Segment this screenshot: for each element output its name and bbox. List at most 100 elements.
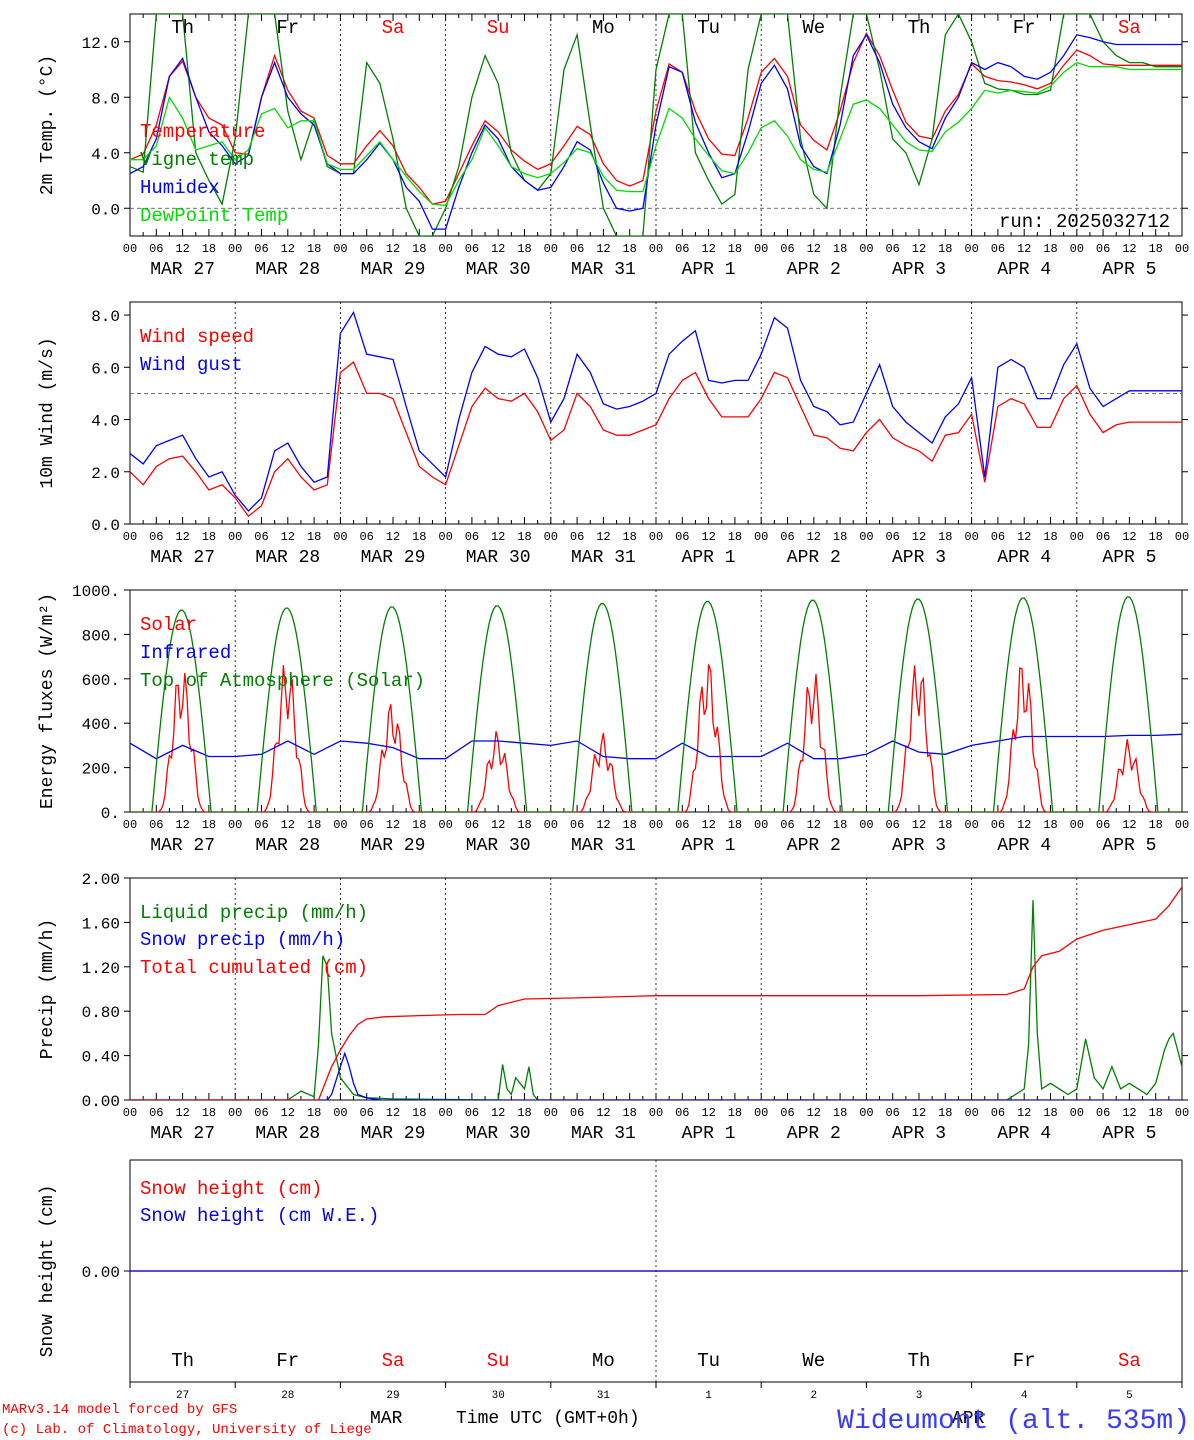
y-tick-label: 800. [82, 627, 120, 645]
hour-tick-label: 12 [281, 818, 295, 832]
day-abbr-label: Sa [1118, 1350, 1141, 1372]
legend-solar: Solar [140, 614, 197, 636]
legend-vigne-temp: Vigne temp [140, 149, 254, 171]
hour-tick-label: 00 [859, 530, 873, 544]
hour-tick-label: 18 [833, 530, 847, 544]
hour-tick-label: 18 [307, 242, 321, 256]
date-label: APR 5 [1102, 836, 1156, 856]
hour-tick-label: 06 [465, 242, 479, 256]
hour-tick-label: 06 [1096, 242, 1110, 256]
hour-tick-label: 12 [807, 1106, 821, 1120]
legend-wind-gust: Wind gust [140, 354, 243, 376]
hour-tick-label: 06 [149, 242, 163, 256]
hour-tick-label: 06 [885, 530, 899, 544]
hour-tick-label: 18 [202, 818, 216, 832]
y-tick-label: 8.0 [91, 90, 120, 108]
day-number-label: 30 [492, 1390, 505, 1402]
day-number-label: 27 [176, 1390, 189, 1402]
hour-tick-label: 18 [1043, 1106, 1057, 1120]
hour-tick-label: 18 [622, 242, 636, 256]
hour-tick-label: 18 [833, 818, 847, 832]
hour-tick-label: 18 [1043, 818, 1057, 832]
y-tick-label: 200. [82, 761, 120, 779]
hour-tick-label: 18 [202, 242, 216, 256]
day-abbr-label: Mo [592, 17, 615, 39]
hour-tick-label: 18 [1043, 530, 1057, 544]
hour-tick-label: 12 [1017, 818, 1031, 832]
hour-tick-label: 12 [596, 242, 610, 256]
hour-tick-label: 18 [938, 818, 952, 832]
hour-tick-label: 18 [938, 242, 952, 256]
hour-tick-label: 12 [175, 818, 189, 832]
hour-tick-label: 06 [570, 530, 584, 544]
day-number-label: 31 [597, 1390, 611, 1402]
day-abbr-label: Th [908, 1350, 931, 1372]
date-label: APR 1 [682, 836, 736, 856]
hour-tick-label: 12 [701, 1106, 715, 1120]
hour-tick-label: 06 [254, 1106, 268, 1120]
snow-panel: 0.00 Snow height (cm) Snow height (cm) S… [38, 1159, 1188, 1402]
hour-tick-label: 12 [281, 530, 295, 544]
hour-tick-label: 18 [938, 530, 952, 544]
date-label: APR 5 [1102, 260, 1156, 280]
precip-y-axis-label: Precip (mm/h) [38, 919, 58, 1059]
y-tick-label: 6.0 [91, 360, 120, 378]
hour-tick-label: 06 [465, 818, 479, 832]
hour-tick-label: 00 [544, 242, 558, 256]
day-abbr-label: We [802, 17, 825, 39]
hour-tick-label: 00 [754, 818, 768, 832]
date-label: MAR 27 [150, 260, 215, 280]
hour-tick-label: 18 [622, 1106, 636, 1120]
date-label: MAR 27 [150, 836, 215, 856]
hour-tick-label: 18 [1148, 1106, 1162, 1120]
hour-tick-label: 18 [728, 530, 742, 544]
hour-tick-label: 00 [333, 242, 347, 256]
hour-tick-label: 18 [1043, 242, 1057, 256]
date-label: MAR 28 [255, 260, 320, 280]
y-tick-label: 4.0 [91, 146, 120, 164]
hour-tick-label: 12 [1122, 818, 1136, 832]
hour-tick-label: 18 [833, 242, 847, 256]
hour-tick-label: 06 [359, 818, 373, 832]
legend-total-cumulated: Total cumulated (cm) [140, 957, 368, 979]
day-abbr-label: Tu [697, 1350, 720, 1372]
month-label-mar: MAR [370, 1409, 403, 1429]
date-label: MAR 29 [361, 548, 426, 568]
hour-tick-label: 06 [1096, 818, 1110, 832]
hour-tick-label: 06 [359, 530, 373, 544]
day-number-label: 4 [1021, 1390, 1028, 1402]
hour-tick-label: 18 [412, 818, 426, 832]
hour-tick-label: 18 [728, 242, 742, 256]
hour-tick-label: 06 [780, 818, 794, 832]
hour-tick-label: 12 [1122, 242, 1136, 256]
legend-toa-solar: Top of Atmosphere (Solar) [140, 670, 425, 692]
hour-tick-label: 06 [885, 242, 899, 256]
time-axis-label: Time UTC (GMT+0h) [456, 1409, 640, 1429]
date-label: MAR 28 [255, 1124, 320, 1144]
hour-tick-label: 18 [307, 818, 321, 832]
hour-tick-label: 18 [622, 530, 636, 544]
station-title: Wideumont (alt. 535m) [837, 1406, 1190, 1437]
date-label: APR 3 [892, 1124, 946, 1144]
hour-tick-label: 00 [754, 530, 768, 544]
date-label: MAR 27 [150, 548, 215, 568]
hour-tick-label: 12 [491, 242, 505, 256]
legend-wind-speed: Wind speed [140, 326, 254, 348]
hour-tick-label: 18 [517, 1106, 531, 1120]
hour-tick-label: 00 [333, 530, 347, 544]
date-label: APR 4 [997, 1124, 1051, 1144]
date-label: MAR 30 [466, 548, 531, 568]
day-abbr-label: Fr [276, 1350, 299, 1372]
hour-tick-label: 06 [1096, 530, 1110, 544]
date-label: MAR 27 [150, 1124, 215, 1144]
day-abbr-label: Th [171, 1350, 194, 1372]
y-tick-label: 600. [82, 672, 120, 690]
hour-tick-label: 00 [333, 818, 347, 832]
date-label: MAR 30 [466, 836, 531, 856]
date-label: APR 2 [787, 260, 841, 280]
hour-tick-label: 06 [254, 818, 268, 832]
wind-panel: 00 06 12 18 00 06 12 18 00 06 12 18 00 06 12 18 00 06 12 18… [38, 301, 1189, 568]
day-abbr-label: Tu [697, 17, 720, 39]
legend-snow-precip: Snow precip (mm/h) [140, 929, 345, 951]
